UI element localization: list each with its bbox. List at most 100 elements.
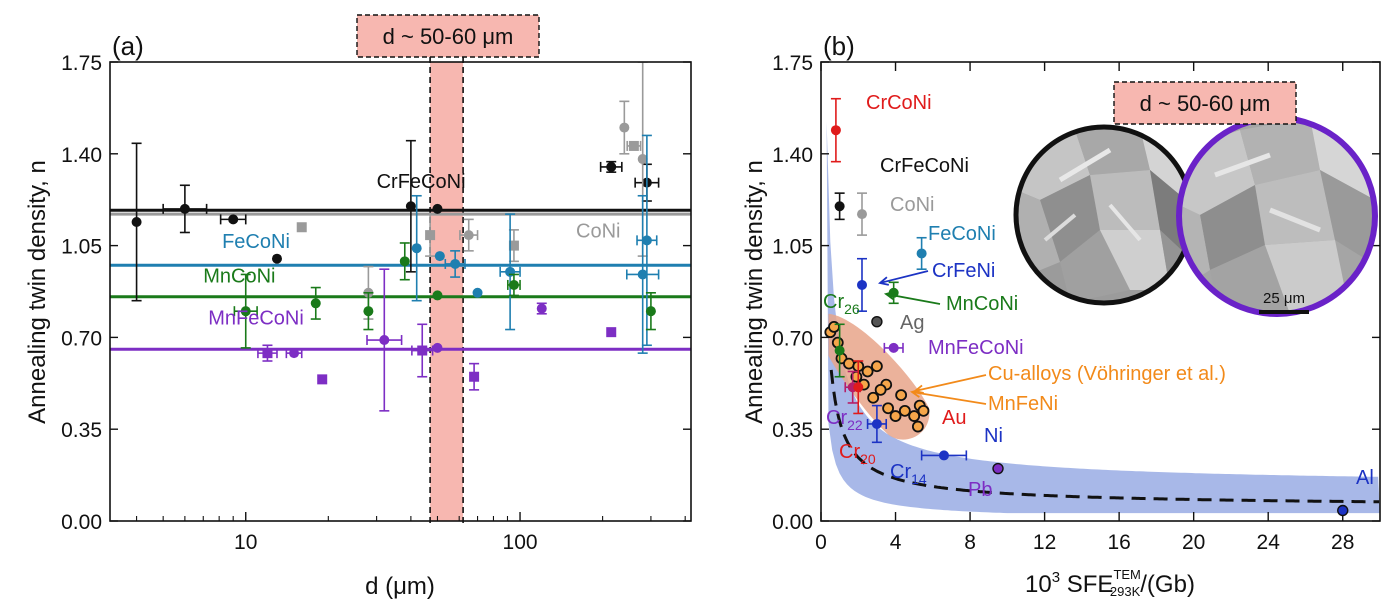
scale-bar-label: 25 μm — [1263, 290, 1305, 307]
y-tick-label: 0.00 — [772, 511, 813, 534]
data-point — [131, 216, 142, 227]
data-point — [871, 315, 883, 328]
series-label-mnfeconi: MnFeCoNi — [208, 307, 304, 329]
data-point — [262, 348, 273, 359]
data-point — [888, 342, 899, 353]
data-point — [1337, 504, 1349, 517]
inset-label: d ~ 50-60 μm — [1140, 91, 1271, 116]
label-mnconi: MnCoNi — [946, 293, 1018, 315]
label-pb: Pb — [968, 479, 992, 501]
point-ni — [920, 450, 968, 461]
cu-alloy-point — [882, 402, 894, 415]
point-cr20 — [853, 360, 864, 415]
data-point — [992, 462, 1004, 475]
label-cu: Cu-alloys (Vöhringer et al.) — [988, 363, 1226, 385]
label-cr14: Cr14 — [890, 461, 927, 487]
x-tick-label: 20 — [1182, 531, 1205, 554]
data-point — [310, 298, 321, 309]
label-al: Al — [1356, 467, 1374, 489]
panel-b-ylabel: Annealing twin density, n — [741, 160, 768, 424]
x-tick-label: 10 — [234, 531, 257, 554]
data-point — [432, 342, 443, 353]
data-point — [938, 450, 949, 461]
point-cr26 — [834, 323, 845, 378]
data-point — [606, 327, 617, 338]
y-tick-label: 0.70 — [61, 327, 102, 350]
cu-alloy-point — [861, 365, 874, 378]
label-cr26: Cr26 — [823, 291, 860, 317]
cu-alloy-point — [898, 404, 911, 417]
label-au: Au — [942, 407, 966, 429]
label-crfeconi: CrFeCoNi — [880, 155, 969, 177]
data-point — [606, 161, 617, 172]
panel-a-label: (a) — [112, 31, 144, 61]
data-point — [271, 253, 282, 264]
y-tick-label: 1.40 — [772, 144, 813, 167]
cu-alloy-point — [911, 420, 924, 433]
point-crfeconi — [834, 192, 845, 221]
data-point — [856, 209, 867, 220]
arrow-mnfeni — [911, 391, 987, 405]
data-point — [641, 235, 652, 246]
series-feconi — [411, 134, 660, 354]
data-point — [834, 201, 845, 212]
x-tick-label: 12 — [1033, 531, 1056, 554]
series-mnconi — [233, 242, 656, 349]
data-point — [834, 345, 845, 356]
data-point — [508, 279, 519, 290]
label-crconi: CrCoNi — [866, 92, 932, 114]
label-mnfeconi: MnFeCoNi — [928, 337, 1024, 359]
point-crconi — [830, 97, 841, 163]
data-point — [417, 345, 428, 356]
data-point — [536, 303, 547, 314]
cu-alloy-point — [867, 391, 880, 404]
panel-b-frame — [820, 61, 1381, 522]
point-coni — [856, 192, 867, 236]
data-point — [296, 222, 307, 233]
cu-alloy-point — [828, 321, 840, 333]
data-point — [469, 371, 480, 382]
point-al — [1337, 504, 1349, 517]
x-tick-label: 24 — [1257, 531, 1281, 554]
series-mnfeconi — [257, 268, 617, 412]
y-tick-label: 1.75 — [61, 52, 102, 75]
arrow-mnconi — [885, 293, 941, 305]
micrograph-right: 25 μm — [1176, 115, 1378, 317]
y-tick-label: 1.05 — [61, 236, 102, 259]
panel-b-xlabel: 103 SFETEM 293K/(Gb) — [1025, 567, 1195, 599]
data-point — [317, 374, 328, 385]
data-point — [856, 279, 867, 290]
data-point — [871, 418, 882, 429]
x-tick-label: 4 — [890, 531, 902, 554]
label-feconi: FeCoNi — [928, 223, 996, 245]
series-label-mnconi: MnCoNi — [203, 265, 275, 287]
data-point — [289, 348, 300, 359]
point-ag — [871, 315, 883, 328]
data-point — [508, 240, 519, 251]
data-point — [432, 203, 443, 214]
arrow-mnconi-head — [883, 290, 895, 301]
cu-alloy-point — [889, 410, 902, 422]
panel-b-label: (b) — [823, 31, 855, 61]
x-tick-label: 28 — [1331, 531, 1354, 554]
data-point — [432, 290, 443, 301]
data-point — [619, 122, 630, 133]
panel-a-band-callout: d ~ 50-60 μm — [356, 14, 540, 58]
point-crfeni — [856, 257, 867, 312]
y-tick-label: 1.05 — [772, 236, 813, 259]
data-point — [916, 248, 927, 259]
data-point — [405, 201, 416, 212]
data-point — [853, 382, 864, 393]
cu-alloy-point — [895, 389, 908, 402]
label-coni: CoNi — [890, 194, 934, 216]
panel-a-series-labels: CrFeCoNi CoNi FeCoNi MnCoNi MnFeCoNi — [203, 171, 620, 329]
data-point — [363, 306, 374, 317]
data-point — [399, 256, 410, 267]
data-point — [830, 125, 841, 136]
arrow-crfeni-head — [877, 276, 889, 286]
point-feconi — [916, 236, 927, 271]
panel-b: 0.00 0.35 0.70 1.05 1.40 1.75 0 4 8 12 16 20 24 28 Cr… — [741, 31, 1381, 599]
cu-alloy-point — [871, 360, 883, 373]
arrow-mnfeni-head — [909, 388, 921, 398]
